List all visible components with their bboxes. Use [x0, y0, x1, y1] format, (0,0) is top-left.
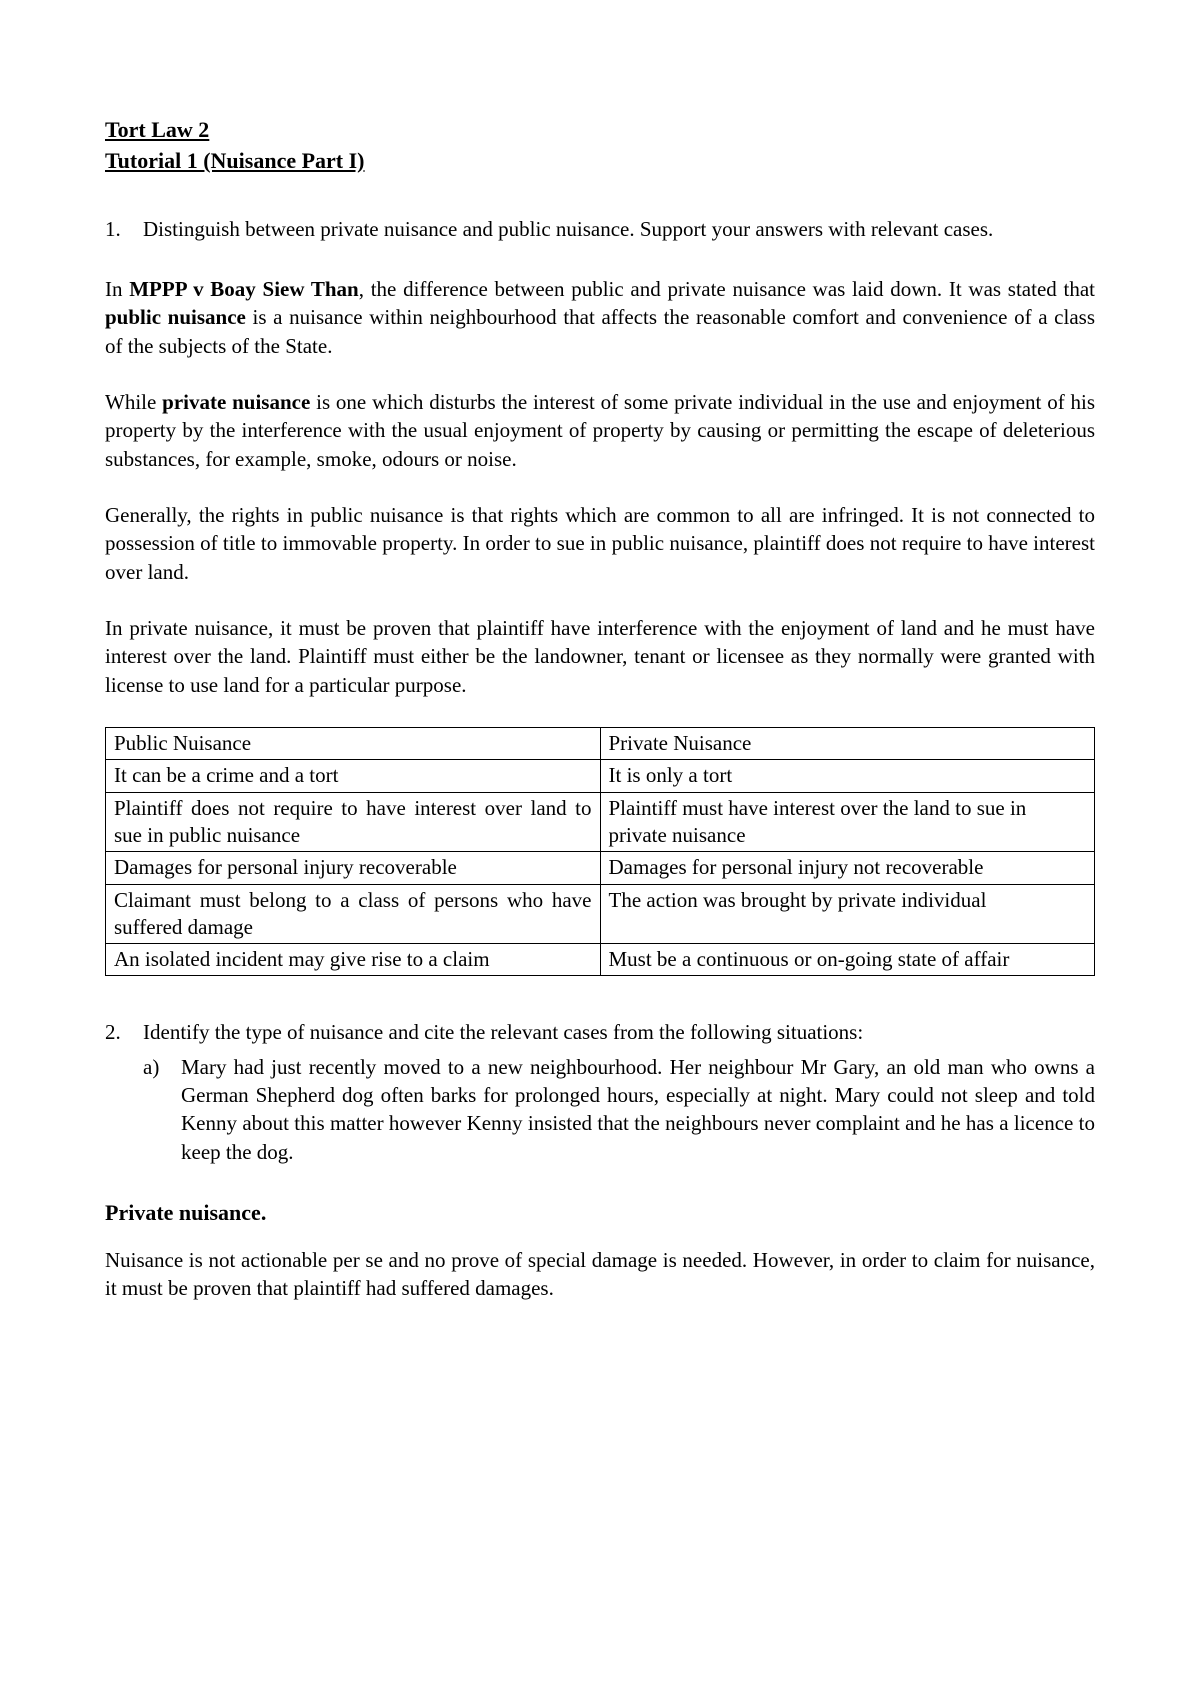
table-cell: It is only a tort: [600, 760, 1095, 792]
question-2-number: 2.: [105, 1018, 143, 1166]
question-2: 2. Identify the type of nuisance and cit…: [105, 1018, 1095, 1166]
question-2-main: Identify the type of nuisance and cite t…: [143, 1020, 863, 1044]
para1-suffix: is a nuisance within neighbourhood that …: [105, 305, 1095, 357]
table-row: Damages for personal injury recoverable …: [106, 852, 1095, 884]
table-row: Claimant must belong to a class of perso…: [106, 884, 1095, 944]
paragraph-4: In private nuisance, it must be proven t…: [105, 614, 1095, 699]
question-2a-letter: a): [143, 1053, 181, 1166]
paragraph-1: In MPPP v Boay Siew Than, the difference…: [105, 275, 1095, 360]
table-cell: Plaintiff must have interest over the la…: [600, 792, 1095, 852]
table-cell: The action was brought by private indivi…: [600, 884, 1095, 944]
para1-case: MPPP v Boay Siew Than: [129, 277, 359, 301]
document-title: Tort Law 2 Tutorial 1 (Nuisance Part I): [105, 115, 1095, 177]
question-1: 1. Distinguish between private nuisance …: [105, 215, 1095, 243]
paragraph-2: While private nuisance is one which dist…: [105, 388, 1095, 473]
table-cell: An isolated incident may give rise to a …: [106, 944, 601, 976]
table-row: Plaintiff does not require to have inter…: [106, 792, 1095, 852]
para2-term: private nuisance: [162, 390, 310, 414]
para2-prefix: While: [105, 390, 162, 414]
table-row: An isolated incident may give rise to a …: [106, 944, 1095, 976]
para1-mid: , the difference between public and priv…: [359, 277, 1095, 301]
question-2-text: Identify the type of nuisance and cite t…: [143, 1018, 1095, 1166]
table-cell: Public Nuisance: [106, 728, 601, 760]
paragraph-5: Nuisance is not actionable per se and no…: [105, 1246, 1095, 1303]
paragraph-3: Generally, the rights in public nuisance…: [105, 501, 1095, 586]
question-2a-text: Mary had just recently moved to a new ne…: [181, 1053, 1095, 1166]
table-cell: Plaintiff does not require to have inter…: [106, 792, 601, 852]
comparison-table: Public Nuisance Private Nuisance It can …: [105, 727, 1095, 976]
answer-2-heading: Private nuisance.: [105, 1198, 1095, 1228]
question-1-text: Distinguish between private nuisance and…: [143, 215, 1095, 243]
table-row: It can be a crime and a tort It is only …: [106, 760, 1095, 792]
table-row: Public Nuisance Private Nuisance: [106, 728, 1095, 760]
title-line-1: Tort Law 2: [105, 115, 1095, 146]
table-cell: Damages for personal injury recoverable: [106, 852, 601, 884]
para1-prefix: In: [105, 277, 129, 301]
table-cell: Damages for personal injury not recovera…: [600, 852, 1095, 884]
table-cell: It can be a crime and a tort: [106, 760, 601, 792]
question-1-number: 1.: [105, 215, 143, 243]
para1-term: public nuisance: [105, 305, 246, 329]
table-cell: Private Nuisance: [600, 728, 1095, 760]
table-cell: Must be a continuous or on-going state o…: [600, 944, 1095, 976]
title-line-2: Tutorial 1 (Nuisance Part I): [105, 146, 1095, 177]
table-cell: Claimant must belong to a class of perso…: [106, 884, 601, 944]
